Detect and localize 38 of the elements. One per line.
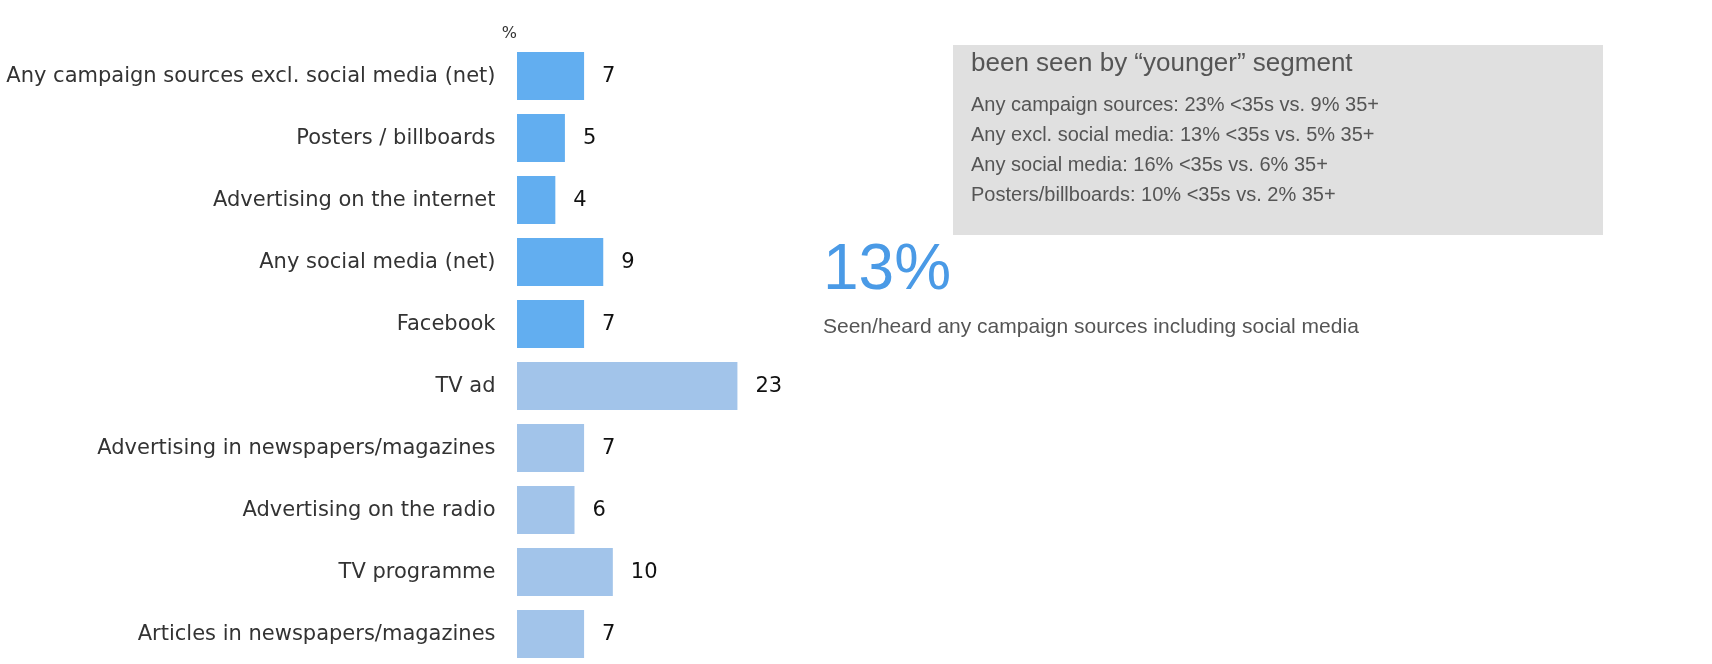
y-tick-label: Advertising on the internet — [213, 187, 496, 211]
bar — [517, 424, 585, 472]
data-label: 9 — [621, 249, 635, 273]
y-tick-label: Facebook — [396, 311, 497, 335]
bar — [517, 362, 738, 410]
data-label: 7 — [602, 63, 616, 87]
bar — [517, 176, 556, 224]
text: Any excl. social media: 13% <35s vs. 5% 35+ — [971, 123, 1375, 145]
bar — [517, 114, 565, 162]
y-tick-label: Articles in newspapers/magazines — [137, 621, 496, 645]
y-tick-label: Any campaign sources excl. social media (net) — [6, 63, 496, 87]
text: Any social media: 16% <35s vs. 6% 35+ — [971, 153, 1328, 175]
y-tick-label: Any social media (net) — [259, 249, 496, 273]
bar — [517, 610, 585, 658]
bar — [517, 486, 575, 534]
text: Seen/heard any campaign sources including social media — [823, 314, 1360, 337]
data-label: 4 — [573, 187, 587, 211]
data-label: 7 — [602, 435, 616, 459]
text: Posters/billboards: 10% <35s vs. 2% 35+ — [971, 183, 1336, 205]
bar — [517, 300, 585, 348]
data-label: 5 — [582, 125, 597, 149]
text: 13% — [823, 231, 952, 303]
data-label: 7 — [602, 621, 616, 645]
data-label: 23 — [755, 373, 783, 397]
text: been seen by “younger” segment — [971, 47, 1354, 77]
y-tick-label: Posters / billboards — [296, 125, 496, 149]
y-tick-label: Advertising in newspapers/magazines — [97, 435, 496, 459]
y-tick-label: Advertising on the radio — [242, 497, 496, 521]
bar — [517, 548, 613, 596]
bar — [517, 52, 585, 100]
text: Any campaign sources: 23% <35s vs. 9% 35+ — [971, 93, 1380, 115]
y-tick-label: TV ad — [434, 373, 496, 397]
data-label: 7 — [602, 311, 616, 335]
bar — [517, 238, 604, 286]
x-axis-title: % — [501, 23, 517, 42]
y-tick-label: TV programme — [337, 559, 496, 583]
data-label: 6 — [592, 497, 606, 521]
data-label: 10 — [630, 559, 658, 583]
